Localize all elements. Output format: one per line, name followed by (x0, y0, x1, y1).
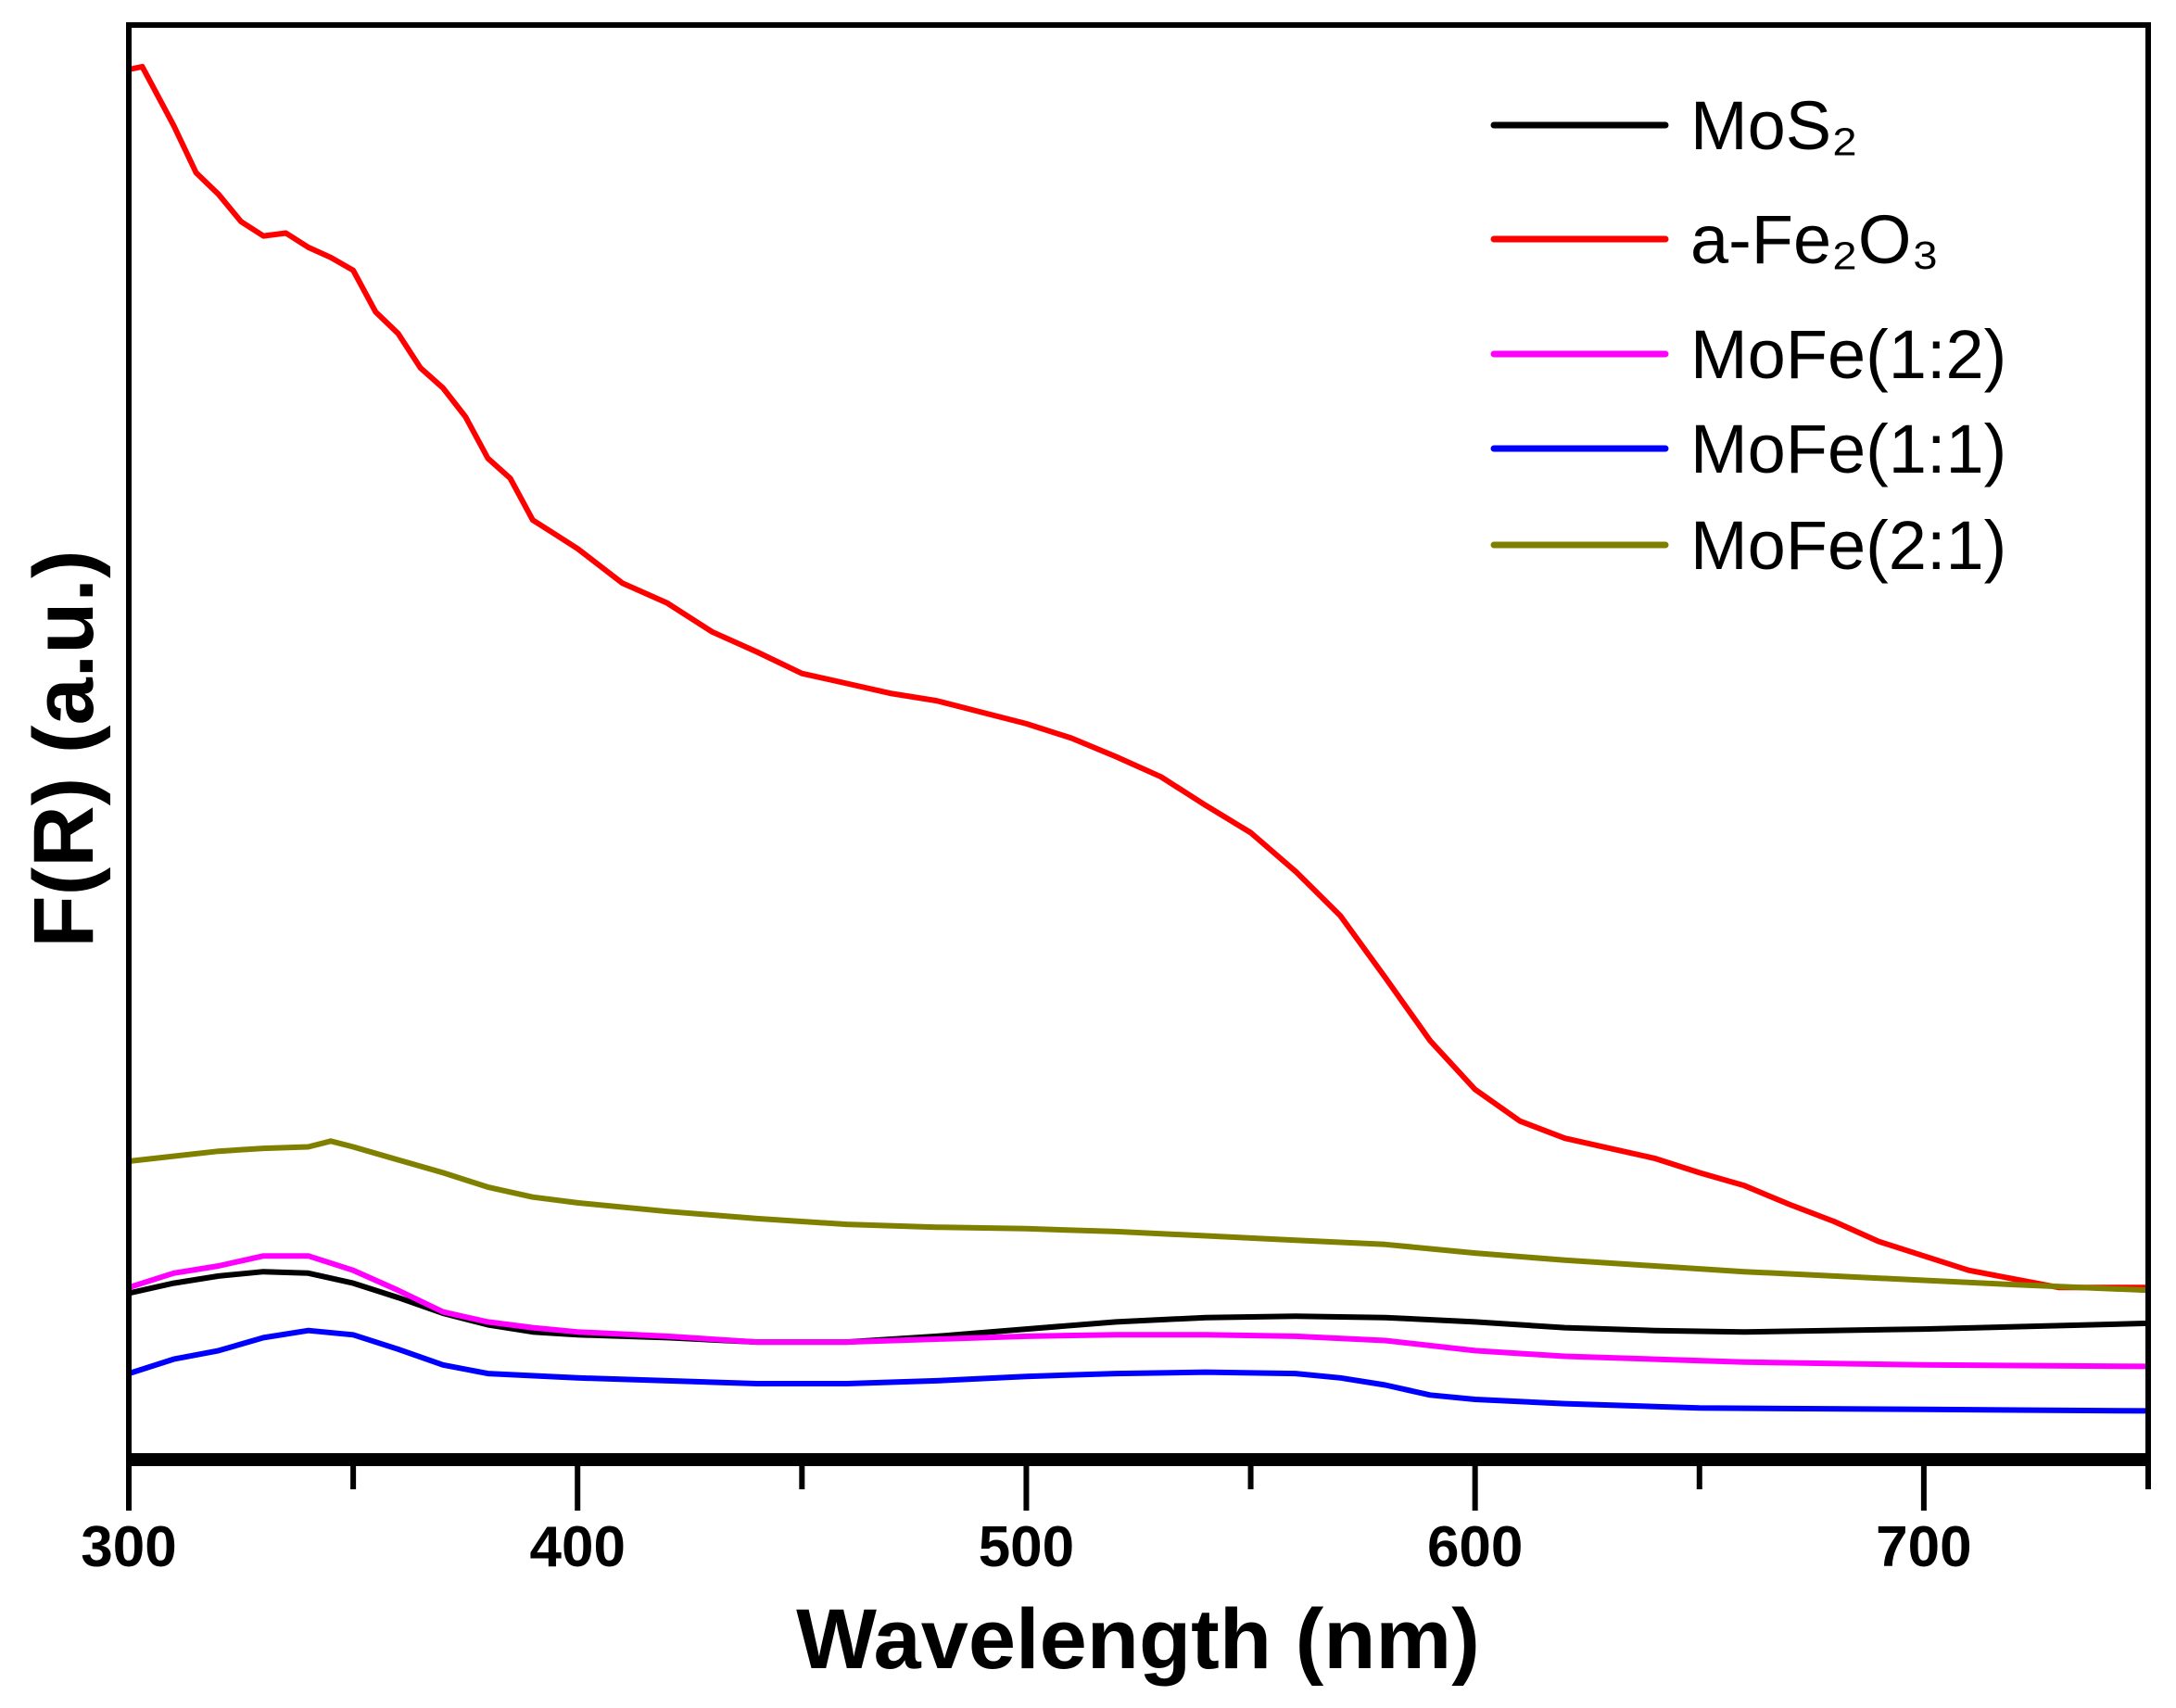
series-line-4 (126, 1138, 2151, 1294)
legend-item: a-Fe₂O₃ (1490, 201, 1940, 278)
x-tick-label: 500 (979, 1515, 1074, 1579)
x-tick-label: 700 (1876, 1515, 1971, 1579)
y-axis-title: F(R) (a.u.) (17, 550, 111, 947)
legend: MoS₂ a-Fe₂O₃ MoFe(1:2) MoFe(1:1) MoFe(2:1) (1490, 87, 2006, 584)
series-layer (126, 63, 2151, 1414)
series-line-1 (126, 63, 2151, 1291)
legend-label: MoFe(1:2) (1690, 316, 2006, 393)
x-tick-label: 600 (1427, 1515, 1523, 1579)
legend-label: MoS₂ (1690, 87, 1858, 164)
legend-label: MoFe(2:1) (1690, 507, 2006, 584)
legend-label: MoFe(1:1) (1690, 411, 2006, 487)
legend-item: MoFe(1:2) (1490, 316, 2006, 393)
series-line-2 (126, 1253, 2151, 1370)
legend-item: MoS₂ (1490, 87, 1858, 164)
legend-item: MoFe(1:1) (1490, 411, 2006, 487)
series-line-3 (126, 1327, 2151, 1414)
x-tick-label: 300 (81, 1515, 176, 1579)
x-tick-label: 400 (529, 1515, 625, 1579)
legend-item: MoFe(2:1) (1490, 507, 2006, 584)
legend-label: a-Fe₂O₃ (1690, 201, 1940, 278)
x-axis-title: Wavelength (nm) (796, 1592, 1480, 1687)
x-axis: 300 400 500 600 700 (81, 1453, 2151, 1579)
